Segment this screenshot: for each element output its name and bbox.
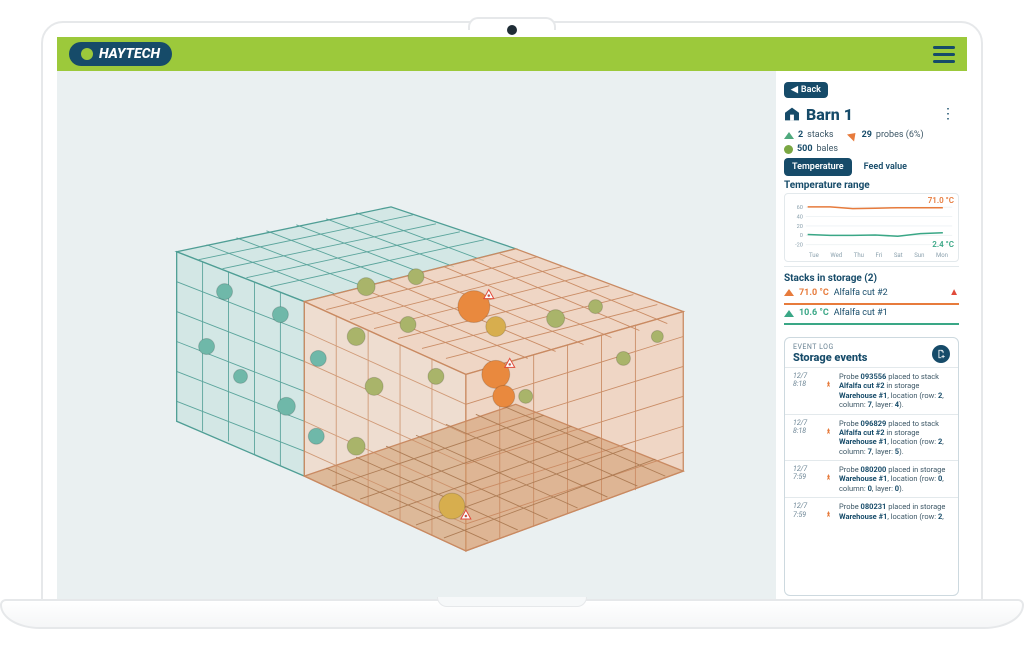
barn-icon [784,107,800,121]
bales-icon [784,145,793,154]
probe-pin-icon [825,502,833,522]
add-event-button[interactable] [932,345,950,363]
stacks-list: 71.0 °C Alfalfa cut #2 ▲ 10.6 °C Alfalfa cut… [784,284,959,325]
stack-item[interactable]: 10.6 °C Alfalfa cut #1 [784,305,959,325]
brand-logo[interactable]: HAYTECH [69,42,172,66]
stack-tri-icon [784,310,794,317]
stack-temp: 10.6 °C [799,308,829,318]
add-document-icon [936,349,946,359]
chevron-left-icon: ◀ [791,85,798,95]
event-timestamp: 12/78:18 [793,419,819,457]
app: HAYTECH [57,37,967,602]
svg-text:-20: -20 [795,243,803,249]
stack-temp: 71.0 °C [799,288,829,298]
page-title: Barn 1 [806,105,853,124]
event-text: Probe 096829 placed to stack Alfalfa cut… [839,419,950,457]
event-timestamp: 12/78:18 [793,372,819,410]
camera [507,25,517,35]
stacks-3d-svg [57,71,775,602]
svg-text:20: 20 [797,224,803,230]
probe-pin-icon [825,419,833,457]
alert-bell-icon: ▲ [949,287,959,298]
3d-viewport[interactable] [57,71,775,602]
chart-max-label: 71.0 °C [928,196,954,205]
laptop-mockup: HAYTECH [0,0,1024,645]
brand-dot-icon [81,48,93,60]
tab-temperature[interactable]: Temperature [784,158,852,176]
brand-name: HAYTECH [99,46,160,62]
back-label: Back [801,85,821,95]
event-log-title: Storage events [793,351,867,364]
svg-text:60: 60 [797,205,803,211]
temp-range-title: Temperature range [784,180,959,191]
probes-icon [847,129,859,141]
screen: HAYTECH [41,21,983,604]
probe-pin-icon [825,465,833,493]
stat-probes: 29 probes (6%) [848,130,924,140]
temp-chart-svg: 60 40 20 0 -20 [787,198,956,252]
event-list: 12/78:18 Probe 093556 placed to stack Alf… [785,367,958,526]
stacks-icon [784,132,794,139]
menu-button[interactable] [933,46,955,63]
event-log-badge: EVENT LOG [793,343,867,351]
event-timestamp: 12/77:59 [793,502,819,522]
event-text: Probe 093556 placed to stack Alfalfa cut… [839,372,950,410]
tabs: Temperature Feed value [784,158,959,176]
stack-item[interactable]: 71.0 °C Alfalfa cut #2 ▲ [784,284,959,305]
temp-range-chart[interactable]: 71.0 °C 2.4 °C 60 40 20 0 -20 [784,193,959,262]
stat-bales: 500 bales [784,144,838,154]
sidebar: ◀ Back Barn 1 ⋮ [775,71,967,602]
stack-tri-icon [784,289,794,296]
stack-name: Alfalfa cut #2 [834,288,888,298]
topbar: HAYTECH [57,37,967,71]
tab-feed-value[interactable]: Feed value [856,158,915,176]
main: ◀ Back Barn 1 ⋮ [57,71,967,602]
stacks-title: Stacks in storage (2) [784,273,959,284]
event-timestamp: 12/77:59 [793,465,819,493]
stack-name: Alfalfa cut #1 [834,308,888,318]
svg-text:0: 0 [800,233,803,239]
event-row[interactable]: 12/78:18 Probe 096829 placed to stack Alf… [785,414,958,461]
event-row[interactable]: 12/77:59 Probe 080231 placed in storage W… [785,497,958,526]
probe-pin-icon [825,372,833,410]
chart-min-label: 2.4 °C [932,240,954,249]
stat-stacks: 2 stacks [784,130,834,140]
event-log: EVENT LOG Storage events 12/78:18 Probe 0… [784,337,959,596]
more-button[interactable]: ⋮ [937,104,959,124]
event-text: Probe 080231 placed in storage Warehouse… [839,502,950,522]
event-row[interactable]: 12/77:59 Probe 080200 placed in storage W… [785,460,958,497]
trackpad-notch [437,597,587,607]
event-row[interactable]: 12/78:18 Probe 093556 placed to stack Alf… [785,367,958,414]
svg-text:40: 40 [797,214,803,220]
chart-x-labels: TueWedThuFriSatSunMon [787,252,956,261]
back-button[interactable]: ◀ Back [784,82,828,98]
stats: 2 stacks 29 probes (6%) 500 [784,130,959,154]
event-text: Probe 080200 placed in storage Warehouse… [839,465,950,493]
